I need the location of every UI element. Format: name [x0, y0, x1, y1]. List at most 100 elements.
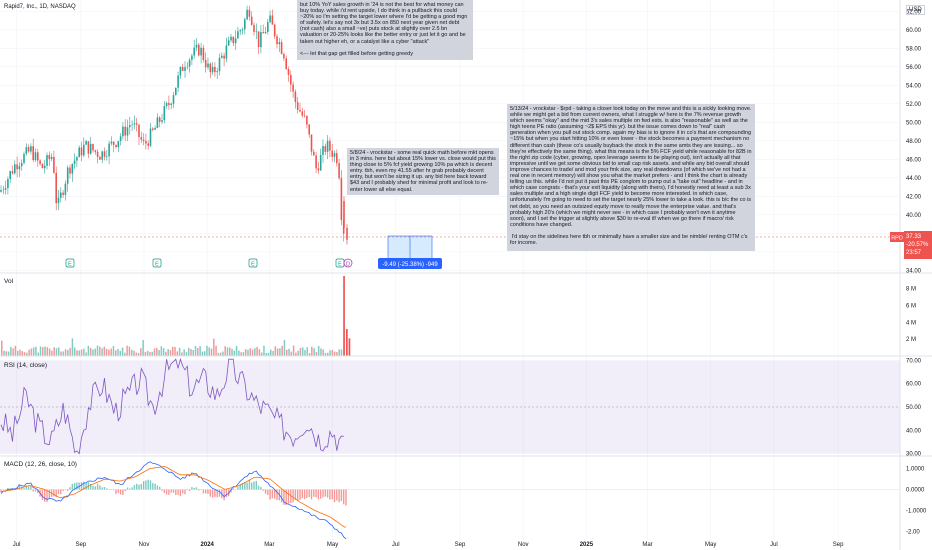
annotation-note-top[interactable]: but 10% YoY sales growth in '24 is not t…: [297, 0, 473, 60]
macd-histogram-bar: [310, 489, 313, 500]
price-candle: [96, 151, 99, 157]
macd-histogram-bar: [37, 489, 39, 493]
price-candle: [319, 155, 322, 171]
macd-histogram-bar: [209, 489, 211, 497]
volume-bar: [110, 348, 112, 356]
volume-bar: [313, 348, 315, 356]
rsi-tick-label: 40.00: [906, 428, 922, 434]
measure-label: -9.49 (-25.38%) -949: [382, 262, 438, 268]
earnings-marker[interactable]: E: [335, 258, 345, 268]
macd-histogram-bar: [239, 484, 241, 490]
volume-bar: [105, 348, 108, 356]
price-candle: [181, 66, 184, 71]
macd-histogram-bar: [119, 489, 122, 495]
price-tick-label: 44.00: [906, 176, 922, 182]
macd-histogram-bar: [170, 489, 172, 493]
macd-histogram-bar: [156, 485, 159, 490]
volume-bar: [203, 351, 206, 356]
volume-bar: [265, 353, 267, 356]
volume-bar: [288, 348, 290, 356]
price-candle: [27, 147, 30, 152]
volume-bar: [92, 349, 94, 356]
price-candles[interactable]: [0, 5, 348, 245]
volume-bar: [55, 348, 58, 356]
volume-bar: [292, 345, 295, 356]
macd-histogram-bar: [122, 489, 124, 495]
macd-histogram-bar: [18, 484, 21, 490]
annotation-note-may-8[interactable]: 5/8/24 - vrockstar - some real quick mat…: [347, 148, 499, 195]
macd-histogram-bar: [244, 481, 246, 490]
volume-bar: [146, 350, 149, 356]
earnings-marker[interactable]: E: [248, 258, 258, 268]
macd-histogram-bar: [320, 489, 322, 499]
volume-bar: [137, 352, 140, 356]
macd-histogram-bar: [168, 489, 170, 495]
price-candle: [260, 32, 262, 48]
price-candle: [301, 111, 304, 116]
macd-histogram-bar: [182, 489, 184, 494]
macd-histogram-bar: [34, 489, 37, 492]
macd-histogram-bar: [251, 482, 253, 490]
dividend-marker[interactable]: D: [343, 258, 353, 268]
earnings-marker[interactable]: E: [65, 258, 75, 268]
measure-tool[interactable]: -9.49 (-25.38%) -949: [378, 235, 442, 269]
volume-bar: [256, 346, 258, 356]
price-candle: [154, 127, 156, 130]
macd-histogram-bar: [326, 489, 329, 498]
macd-histogram-bar: [343, 489, 345, 505]
price-candle: [140, 137, 143, 140]
volume-bar: [233, 350, 236, 356]
macd-histogram-bar: [149, 480, 152, 490]
macd-histogram-bar: [262, 489, 264, 491]
event-marker-label: D: [346, 261, 350, 267]
currency-button[interactable]: USD: [906, 5, 925, 15]
price-candle: [89, 143, 92, 154]
volume-bar: [58, 347, 60, 356]
macd-histogram-bar: [264, 489, 267, 494]
macd-histogram-bar: [186, 488, 188, 490]
event-marker-label: E: [338, 261, 342, 267]
bar-countdown: 23:57: [906, 250, 922, 256]
macd-histogram-bar: [30, 485, 32, 490]
price-candle: [230, 36, 232, 41]
macd-histogram-bar: [193, 487, 195, 490]
volume-bar: [320, 348, 322, 356]
event-marker-box: [248, 258, 258, 268]
price-candle: [322, 146, 324, 156]
price-candle: [246, 9, 248, 20]
earnings-marker[interactable]: E: [152, 258, 162, 268]
macd-histogram-bar: [48, 489, 50, 499]
price-candle: [175, 87, 177, 96]
macd-histogram-bar: [207, 489, 209, 494]
price-candle: [253, 24, 255, 32]
macd-histogram-bar: [159, 486, 161, 490]
macd-histogram-bar: [69, 487, 71, 490]
macd-histogram-bar: [136, 483, 138, 490]
macd-histogram-bar: [260, 487, 262, 490]
annotation-note-may-13[interactable]: 5/13/24 - vrockstar - $rpd - taking a cl…: [507, 104, 755, 251]
volume-bar: [279, 348, 281, 356]
volume-bar: [165, 351, 167, 356]
price-candle: [50, 156, 53, 160]
macd-histogram-bar: [129, 488, 131, 490]
x-tick-label: Nov: [139, 542, 150, 548]
macd-histogram-bar: [163, 489, 165, 493]
price-candle: [78, 147, 80, 158]
price-candle: [264, 31, 267, 34]
price-candle: [122, 126, 124, 137]
volume-bar: [192, 349, 195, 356]
volume-bar: [208, 347, 210, 356]
event-marker-label: E: [251, 261, 255, 267]
price-candle: [292, 84, 294, 92]
macd-histogram-bar: [336, 489, 338, 501]
volume-bar: [327, 352, 329, 356]
volume-bar: [23, 352, 26, 356]
price-candle: [294, 91, 297, 103]
price-candle: [218, 57, 221, 72]
volume-bar: [117, 348, 119, 356]
macd-histogram-bar: [331, 489, 333, 500]
macd-histogram-bar: [41, 489, 44, 501]
volume-bar: [185, 352, 188, 356]
